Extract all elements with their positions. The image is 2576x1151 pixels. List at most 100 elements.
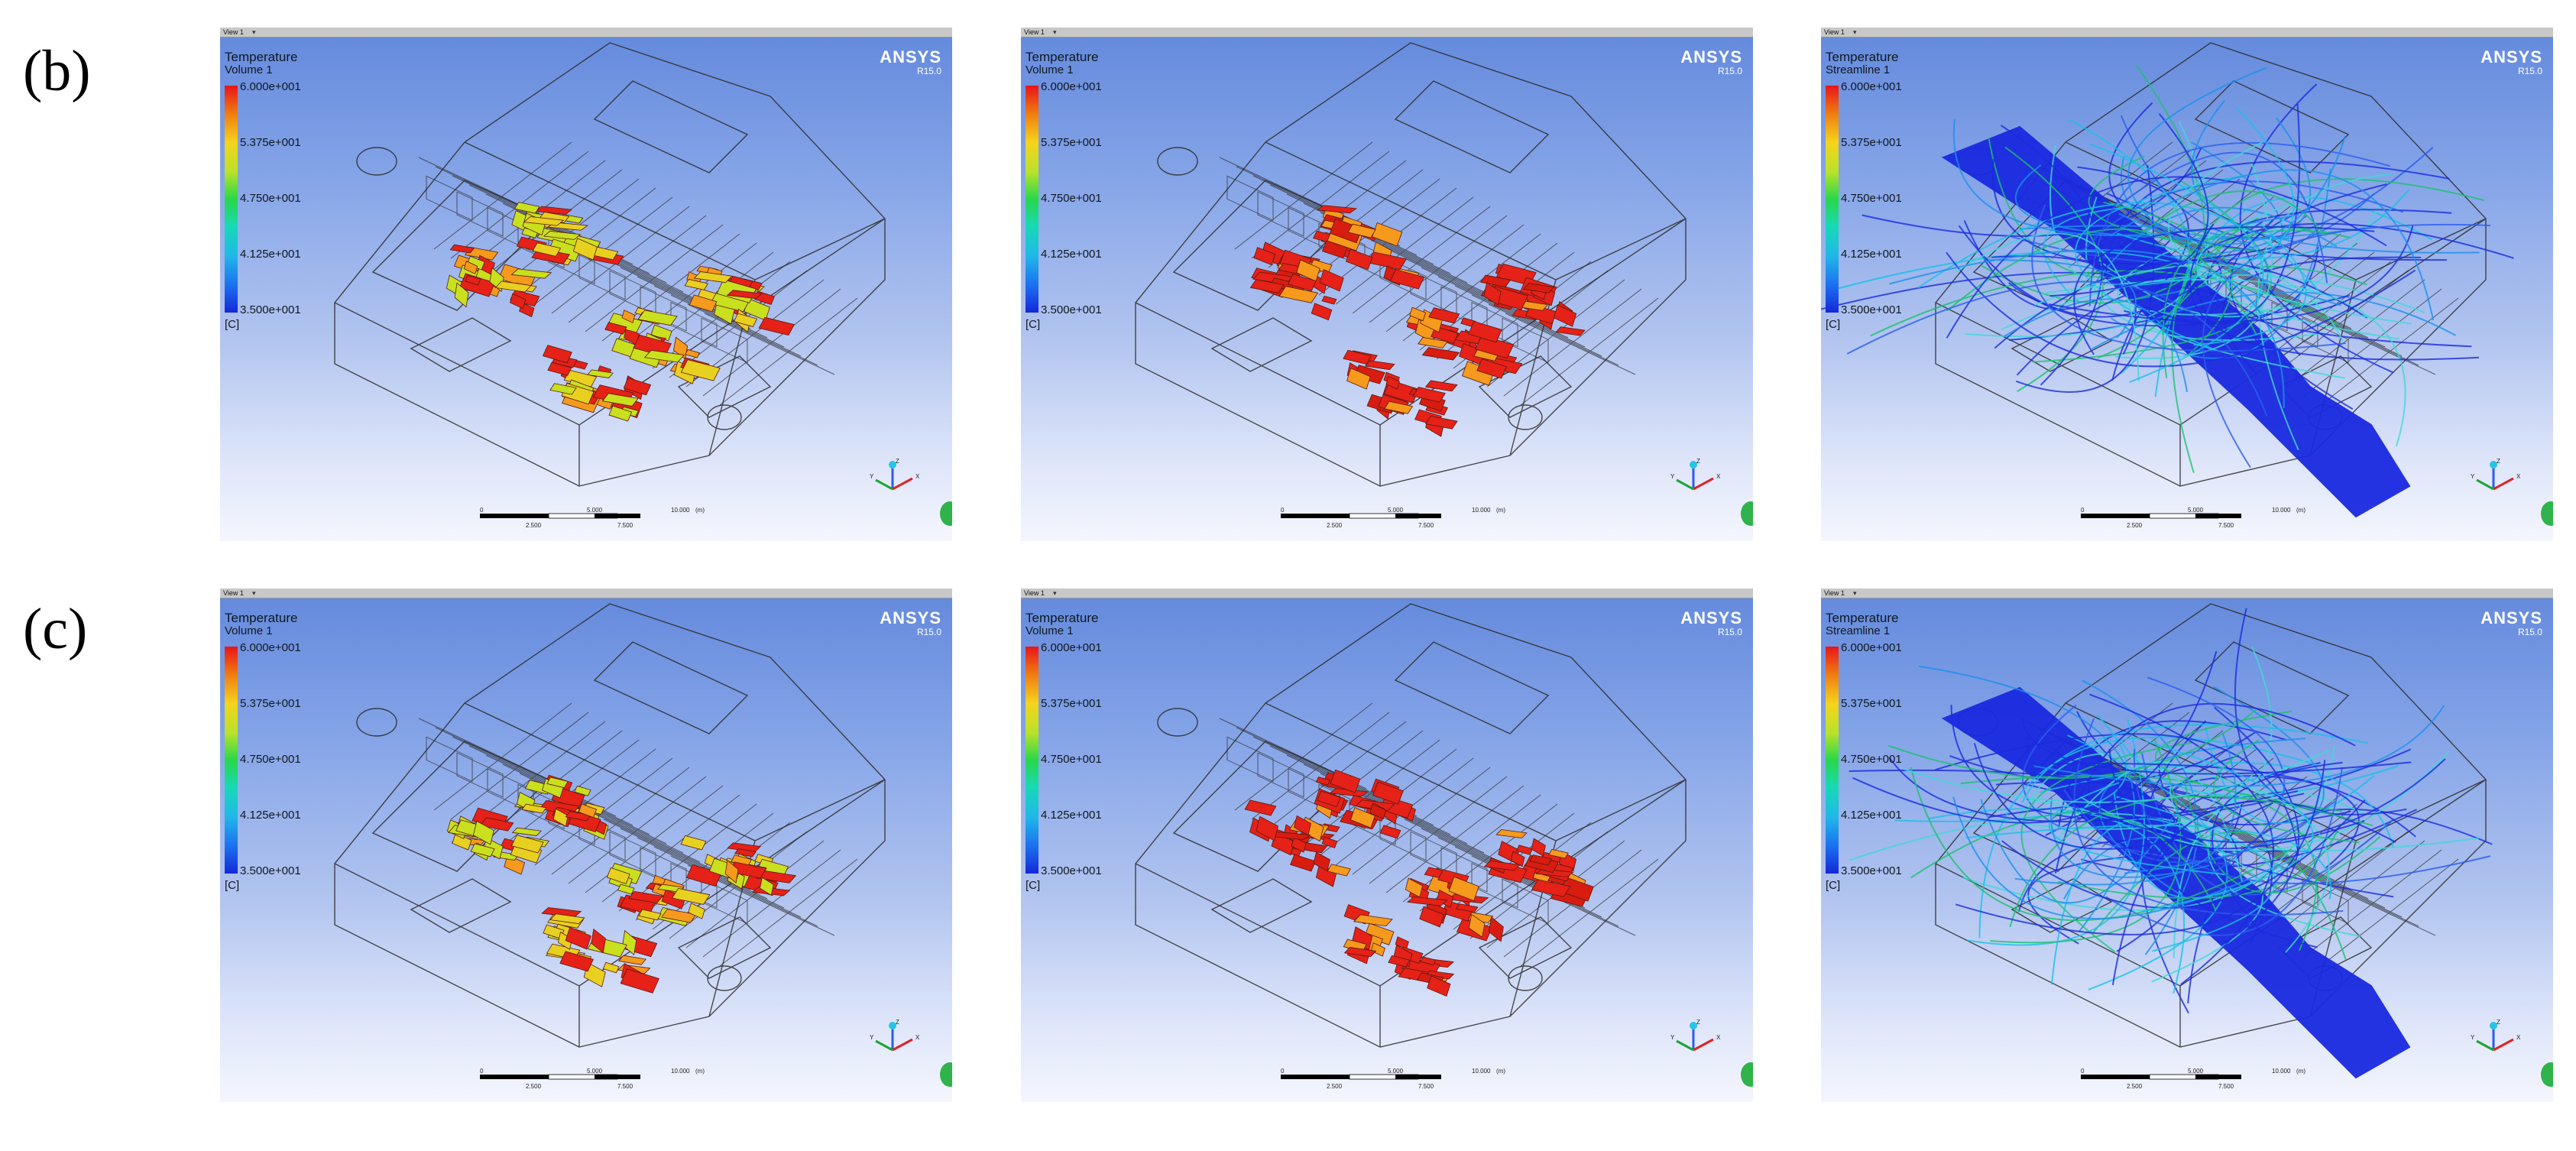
brand-version: R15.0 <box>916 66 941 76</box>
legend-subtitle: Volume 1 <box>1026 63 1074 76</box>
axis-z-label: Z <box>2497 1019 2500 1026</box>
axis-x-label: X <box>2516 1034 2521 1041</box>
scale-unit: (m) <box>2296 507 2305 514</box>
color-legend-bar <box>225 86 238 313</box>
scale-tick-label: 7.500 <box>617 1083 633 1090</box>
view-tab[interactable]: View 1 <box>1024 28 1045 36</box>
temperature-volume <box>447 774 797 994</box>
legend-subtitle: Volume 1 <box>225 63 273 76</box>
legend-subtitle: Volume 1 <box>225 624 273 637</box>
axis-x-label: X <box>1716 1034 1721 1041</box>
scale-tick-label: 2.500 <box>2127 522 2143 529</box>
brand-name: ANSYS <box>880 47 941 66</box>
scale-tick-label: 0 <box>2081 507 2085 514</box>
color-legend-bar <box>1826 86 1839 313</box>
axis-z-label: Z <box>1696 1019 1700 1026</box>
scale-unit: (m) <box>695 1068 705 1075</box>
axis-triad: Z X Y <box>1663 1016 1724 1074</box>
view-tab-dropdown-icon[interactable]: ▾ <box>1853 28 1857 36</box>
row-label: (b) <box>23 39 91 103</box>
view-tab-dropdown-icon[interactable]: ▾ <box>1053 589 1057 597</box>
legend-title: Temperature <box>1826 50 1899 64</box>
legend-value-label: 4.125e+001 <box>1841 809 1902 822</box>
legend-value-label: 4.750e+001 <box>240 192 301 205</box>
viewport-edge-icon <box>940 1062 952 1087</box>
viewport-edge-icon <box>2541 501 2553 526</box>
legend-subtitle: Volume 1 <box>1026 624 1074 637</box>
temperature-volume <box>446 202 795 422</box>
view-tab-dropdown-icon[interactable]: ▾ <box>252 28 256 36</box>
brand-version: R15.0 <box>1717 66 1742 76</box>
legend-title: Temperature <box>1026 50 1099 64</box>
scale-tick-label: 7.500 <box>1418 1083 1434 1090</box>
view-tab[interactable]: View 1 <box>1024 589 1045 597</box>
legend-value-label: 3.500e+001 <box>1841 864 1902 877</box>
legend-value-label: 4.750e+001 <box>1841 192 1902 205</box>
axis-y-label: Y <box>1670 473 1675 480</box>
scale-tick-label: 5.000 <box>587 1068 603 1075</box>
legend-unit: [C] <box>1826 879 1841 892</box>
view-tab-dropdown-icon[interactable]: ▾ <box>1853 589 1857 597</box>
scale-tick-label: 5.000 <box>1388 1068 1404 1075</box>
view-tab[interactable]: View 1 <box>1824 589 1845 597</box>
scale-tick-label: 0 <box>2081 1068 2085 1075</box>
scale-tick-label: 2.500 <box>526 522 542 529</box>
axis-z-label: Z <box>896 458 899 465</box>
legend-value-label: 3.500e+001 <box>240 303 301 316</box>
color-legend-bar <box>1026 647 1039 874</box>
view-tab[interactable]: View 1 <box>223 28 244 36</box>
legend-value-label: 4.750e+001 <box>1041 753 1102 766</box>
scale-bar: 0 5.000 10.000 (m) 2.500 7.500 <box>2081 506 2310 536</box>
viewport-panel[interactable]: View 1 ▾ Temperature Volume 1 6.000e+001 5.37… <box>1021 28 1753 541</box>
legend-value-label: 5.375e+001 <box>240 136 301 149</box>
viewport-title-bar <box>220 588 952 598</box>
scale-unit: (m) <box>1496 1068 1505 1075</box>
viewport-panel[interactable]: View 1 ▾ Temperature Volume 1 6.000e+001 5.37… <box>1021 588 1753 1102</box>
scale-tick-label: 0 <box>480 1068 484 1075</box>
axis-z-label: Z <box>896 1019 899 1026</box>
viewport-edge-icon <box>2541 1062 2553 1087</box>
axis-triad: Z X Y <box>2463 456 2524 513</box>
legend-title: Temperature <box>225 611 298 625</box>
legend-title: Temperature <box>225 50 298 64</box>
legend-value-label: 3.500e+001 <box>1841 303 1902 316</box>
viewport-panel[interactable]: View 1 ▾ Temperature Volume 1 6.000e+001 5.37… <box>220 588 952 1102</box>
ansys-logo: ANSYS R15.0 <box>880 610 941 638</box>
axis-x-label: X <box>915 1034 920 1041</box>
scale-tick-label: 10.000 <box>1472 507 1491 514</box>
legend-subtitle: Streamline 1 <box>1826 63 1891 76</box>
viewport-title-bar <box>220 28 952 37</box>
view-tab[interactable]: View 1 <box>223 589 244 597</box>
axis-x-label: X <box>915 473 920 480</box>
legend-value-label: 5.375e+001 <box>1041 697 1102 710</box>
axis-triad: Z X Y <box>862 456 923 513</box>
legend-value-label: 5.375e+001 <box>240 697 301 710</box>
legend-value-label: 6.000e+001 <box>1841 80 1902 93</box>
legend-value-label: 6.000e+001 <box>240 641 301 654</box>
view-tab-dropdown-icon[interactable]: ▾ <box>1053 28 1057 36</box>
scale-unit: (m) <box>695 507 705 514</box>
color-legend-bar <box>225 647 238 874</box>
axis-x-label: X <box>2516 473 2521 480</box>
brand-version: R15.0 <box>2517 66 2542 76</box>
viewport-panel[interactable]: View 1 ▾ Temperature Streamline 1 6.000e+001… <box>1821 588 2553 1102</box>
legend-subtitle: Streamline 1 <box>1826 624 1891 637</box>
scale-tick-label: 7.500 <box>1418 522 1434 529</box>
legend-value-label: 4.125e+001 <box>1041 809 1102 822</box>
view-tab-dropdown-icon[interactable]: ▾ <box>252 589 256 597</box>
viewport-title-bar <box>1021 588 1753 598</box>
scale-tick-label: 10.000 <box>2272 507 2291 514</box>
brand-name: ANSYS <box>2480 608 2542 627</box>
viewport-panel[interactable]: View 1 ▾ Temperature Streamline 1 6.000e+001… <box>1821 28 2553 541</box>
axis-z-label: Z <box>2497 458 2500 465</box>
viewport-edge-icon <box>1741 1062 1753 1087</box>
viewport-panel[interactable]: View 1 ▾ Temperature Volume 1 6.000e+001 5.37… <box>220 28 952 541</box>
view-tab[interactable]: View 1 <box>1824 28 1845 36</box>
legend-value-label: 5.375e+001 <box>1041 136 1102 149</box>
legend-value-label: 6.000e+001 <box>1841 641 1902 654</box>
legend-value-label: 6.000e+001 <box>1041 641 1102 654</box>
legend-value-label: 6.000e+001 <box>240 80 301 93</box>
scale-tick-label: 5.000 <box>1388 507 1404 514</box>
viewport-title-bar <box>1821 28 2553 37</box>
ansys-logo: ANSYS R15.0 <box>1680 49 1742 77</box>
